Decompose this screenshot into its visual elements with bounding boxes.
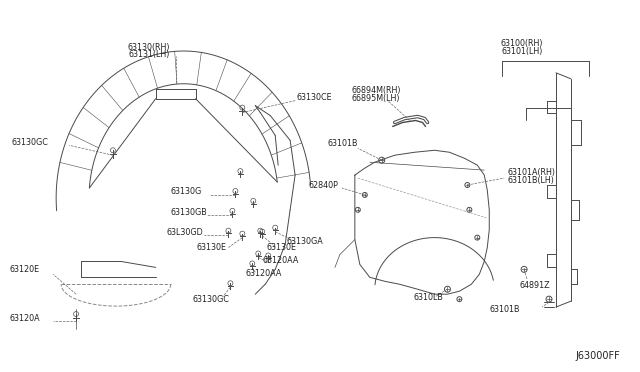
Text: 63130(RH): 63130(RH) [127,42,170,52]
Text: 63101B: 63101B [328,139,358,148]
Text: 63120AA: 63120AA [262,256,299,265]
Text: 63130E: 63130E [266,243,296,252]
Text: 63101B: 63101B [489,305,520,314]
Text: 63130CE: 63130CE [296,93,332,102]
Text: 66895M(LH): 66895M(LH) [352,94,401,103]
Text: 63130GC: 63130GC [193,295,229,304]
Text: 63120A: 63120A [10,314,40,324]
Text: 63101B(LH): 63101B(LH) [507,176,554,185]
Text: 63130GB: 63130GB [171,208,207,217]
Text: 63101(LH): 63101(LH) [501,46,543,55]
Text: 63100(RH): 63100(RH) [501,39,543,48]
Text: 63130E: 63130E [196,243,227,252]
Text: 63130GA: 63130GA [286,237,323,246]
Text: 64891Z: 64891Z [519,281,550,290]
Text: 66894M(RH): 66894M(RH) [352,86,401,95]
Text: 62840P: 62840P [308,180,338,189]
Text: 63L30GD: 63L30GD [166,228,204,237]
Text: 63120AA: 63120AA [245,269,282,278]
Text: 63101A(RH): 63101A(RH) [507,168,555,177]
Text: 63130GC: 63130GC [12,138,48,147]
Text: 63120E: 63120E [10,265,40,274]
Text: 63130G: 63130G [171,187,202,196]
Text: 63131(LH): 63131(LH) [128,51,170,60]
Text: J63000FF: J63000FF [576,351,621,361]
Text: 6310LB: 6310LB [413,293,444,302]
